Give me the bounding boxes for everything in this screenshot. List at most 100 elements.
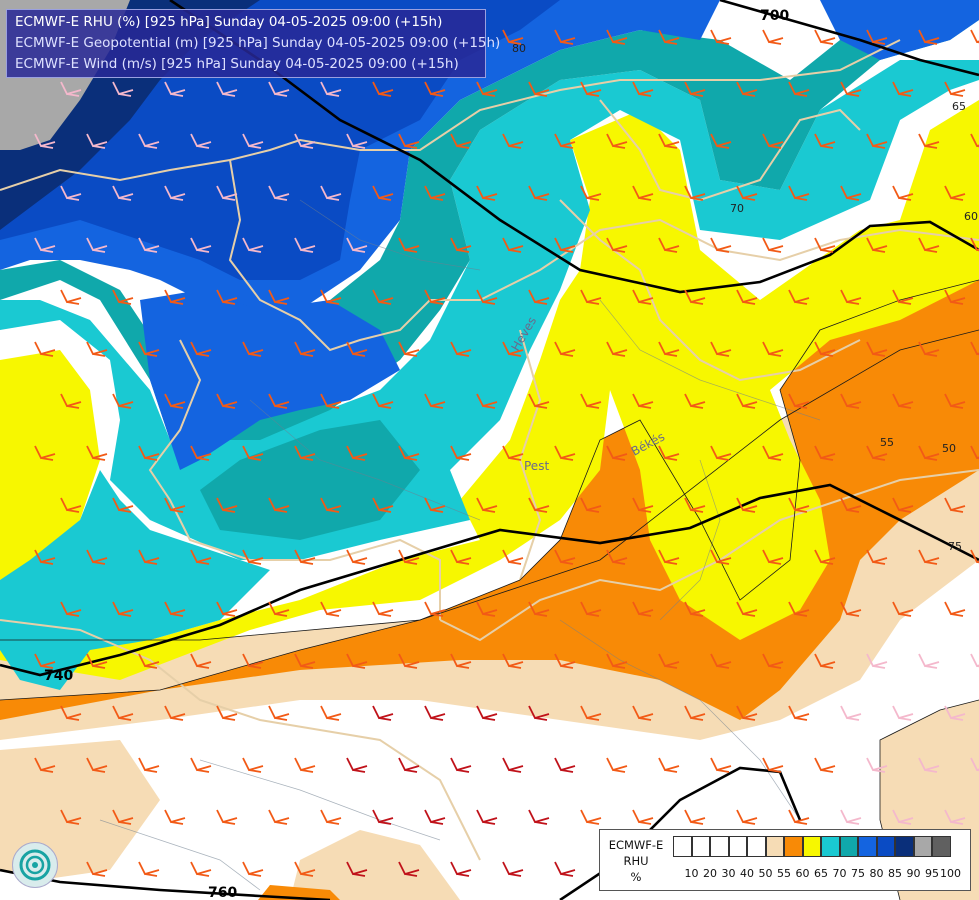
wind-barb (60, 289, 82, 305)
wind-barb (580, 601, 602, 617)
legend-swatch (747, 836, 766, 857)
wind-barb (294, 341, 316, 357)
wind-barb (606, 653, 628, 669)
wind-barb (528, 393, 550, 409)
wind-barb (372, 81, 394, 97)
wind-barb (112, 497, 134, 513)
wind-barb (892, 809, 914, 825)
wind-barb (424, 705, 446, 721)
wind-barb (970, 29, 979, 44)
wind-barb (112, 185, 134, 201)
wind-barb (840, 705, 862, 721)
wind-barb (944, 185, 966, 201)
wind-barb (866, 341, 888, 357)
wind-barb (580, 497, 602, 513)
wind-barb (294, 861, 316, 877)
wind-barb (398, 549, 420, 565)
wind-barb (398, 237, 420, 253)
wind-barb (866, 549, 888, 565)
wind-barb (164, 81, 186, 97)
legend-tick-label: 95 (925, 867, 939, 880)
wind-barb (944, 809, 966, 825)
wind-barb (398, 861, 420, 877)
geopotential-labels: 700 740 760 (44, 8, 789, 900)
wind-barb (346, 757, 368, 773)
wind-barb (424, 81, 446, 97)
legend-swatch (691, 836, 710, 857)
wind-barb (398, 757, 420, 773)
wind-barb (554, 549, 576, 565)
wind-barb (710, 757, 732, 773)
wind-barb (372, 289, 394, 305)
wind-barb (346, 133, 368, 149)
legend-model: ECMWF-E (608, 838, 664, 852)
wind-barb (216, 601, 238, 617)
wind-barb (242, 549, 264, 565)
wind-barb (762, 133, 784, 149)
legend-swatch (673, 836, 692, 857)
wind-barb (34, 445, 56, 461)
wind-barb (788, 289, 810, 305)
wind-barb (502, 653, 524, 669)
wind-barb (918, 549, 940, 565)
wind-barb (684, 81, 706, 97)
wind-barb (476, 185, 498, 201)
wind-barb (736, 185, 758, 201)
wind-barb (86, 549, 108, 565)
wind-barb (840, 289, 862, 305)
wind-barb (502, 861, 524, 877)
wind-barb (684, 497, 706, 513)
wind-barb (944, 81, 966, 97)
wind-barb (814, 29, 836, 45)
wind-barb (892, 185, 914, 201)
wind-barb (294, 133, 316, 149)
legend-swatch (821, 836, 840, 857)
wind-barb (710, 445, 732, 461)
wind-barb (216, 809, 238, 825)
wind-barb (242, 757, 264, 773)
legend-tick-label: 100 (940, 867, 961, 880)
wind-barb (268, 81, 290, 97)
wind-barb (580, 185, 602, 201)
wind-barb (658, 237, 680, 253)
wind-barb (944, 289, 966, 305)
wind-barb (424, 809, 446, 825)
wind-barb (970, 341, 979, 356)
wind-barb (970, 757, 979, 772)
wind-barb (450, 445, 472, 461)
wind-barb (112, 81, 134, 97)
wind-barb (294, 237, 316, 253)
wind-barb (190, 445, 212, 461)
rhu-zone-75-80-lobe (140, 290, 400, 470)
legend-tick-label: 65 (814, 867, 828, 880)
wind-barb (502, 341, 524, 357)
rhu-label-75: 75 (948, 540, 962, 553)
wind-barb (554, 861, 576, 877)
wind-barb (86, 757, 108, 773)
wind-barb (476, 497, 498, 513)
wind-barb (190, 133, 212, 149)
wind-barb (918, 445, 940, 461)
wind-barb (814, 549, 836, 565)
wind-barb (710, 237, 732, 253)
wind-barb (658, 341, 680, 357)
legend-swatch (784, 836, 803, 857)
wind-barb (814, 653, 836, 669)
wind-barb (242, 861, 264, 877)
wind-barb (268, 185, 290, 201)
wind-barb (528, 497, 550, 513)
wind-barb (86, 445, 108, 461)
wind-barb (60, 601, 82, 617)
wind-barb (632, 601, 654, 617)
wind-barb (190, 861, 212, 877)
region-label-pest: Pest (524, 459, 549, 473)
wind-barb (632, 393, 654, 409)
wind-barb (476, 81, 498, 97)
wind-barb (944, 601, 966, 617)
wind-barb (892, 81, 914, 97)
wind-barb (346, 445, 368, 461)
legend-swatch (765, 836, 784, 857)
wind-barb (580, 705, 602, 721)
wind-barb (34, 549, 56, 565)
wind-barb (242, 133, 264, 149)
